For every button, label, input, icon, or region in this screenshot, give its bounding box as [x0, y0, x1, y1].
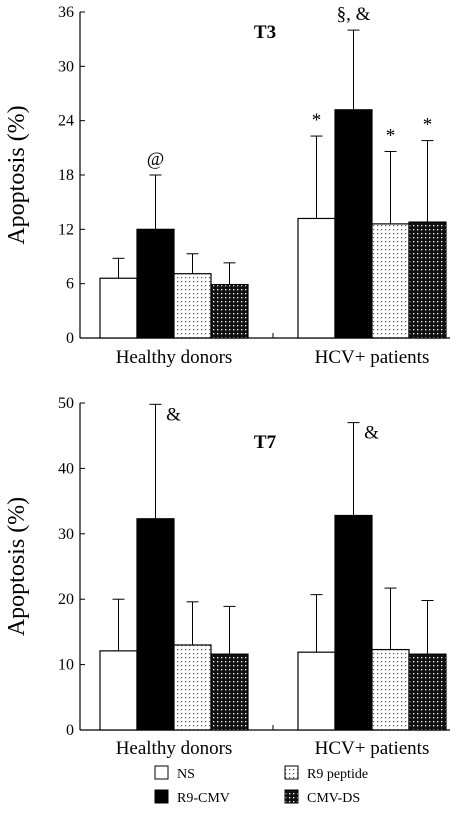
y-tick-label: 40 — [58, 460, 74, 477]
y-tick-label: 20 — [58, 591, 74, 608]
significance-marker: * — [312, 110, 322, 131]
legend-label: NS — [177, 767, 195, 782]
category-label: Healthy donors — [116, 347, 233, 368]
panel-title: T3 — [254, 22, 276, 43]
bar — [210, 283, 249, 339]
y-tick-label: 18 — [58, 167, 74, 184]
y-axis-label: Apoptosis (%) — [4, 105, 30, 244]
legend-swatch — [154, 765, 169, 780]
y-axis-label: Apoptosis (%) — [4, 497, 30, 636]
category-label: HCV+ patients — [315, 347, 430, 368]
panel-t3: 0 6 12 18 24 30 36 Apoptosis (%) T3 Healthy donor… — [4, 4, 450, 368]
y-tick-label: 0 — [66, 330, 74, 347]
bar — [408, 653, 447, 731]
bar — [297, 217, 336, 339]
y-tick-label: 36 — [58, 4, 74, 21]
category-label: HCV+ patients — [315, 738, 430, 759]
significance-marker: @ — [147, 149, 165, 170]
y-tick-label: 6 — [66, 276, 74, 293]
bar — [297, 651, 336, 731]
panel-title: T7 — [254, 432, 277, 453]
legend-swatch — [284, 789, 299, 804]
y-tick-label: 10 — [58, 657, 74, 674]
bar — [334, 514, 373, 731]
y-tick-label: 30 — [58, 58, 74, 75]
bar — [173, 273, 212, 339]
legend-swatch — [154, 789, 169, 804]
y-tick-label: 24 — [58, 113, 74, 130]
bar — [371, 223, 410, 339]
bar — [210, 653, 249, 731]
legend: NS R9-CMV R9 peptide CMV-DS — [154, 765, 368, 806]
y-tick-label: 12 — [58, 221, 74, 238]
panel-t7: 0 10 20 30 40 50 Apoptosis (%) T7 Healthy donors… — [4, 395, 450, 759]
legend-label: R9 peptide — [307, 767, 368, 782]
legend-label: R9-CMV — [177, 791, 230, 806]
bar — [99, 277, 138, 339]
significance-marker: * — [423, 115, 433, 136]
y-tick-label: 50 — [58, 395, 74, 412]
significance-marker: & — [166, 404, 181, 425]
bar — [371, 648, 410, 731]
significance-marker: * — [386, 125, 396, 146]
significance-marker: & — [364, 423, 379, 444]
bar — [136, 518, 175, 731]
bar — [334, 109, 373, 339]
category-label: Healthy donors — [116, 738, 233, 759]
bar — [173, 644, 212, 731]
legend-swatch — [284, 765, 299, 780]
y-tick-label: 30 — [58, 526, 74, 543]
bar — [136, 228, 175, 339]
bar — [99, 650, 138, 731]
legend-label: CMV-DS — [307, 791, 360, 806]
significance-marker: §, & — [337, 4, 371, 25]
y-tick-label: 0 — [66, 722, 74, 739]
bar — [408, 221, 447, 339]
